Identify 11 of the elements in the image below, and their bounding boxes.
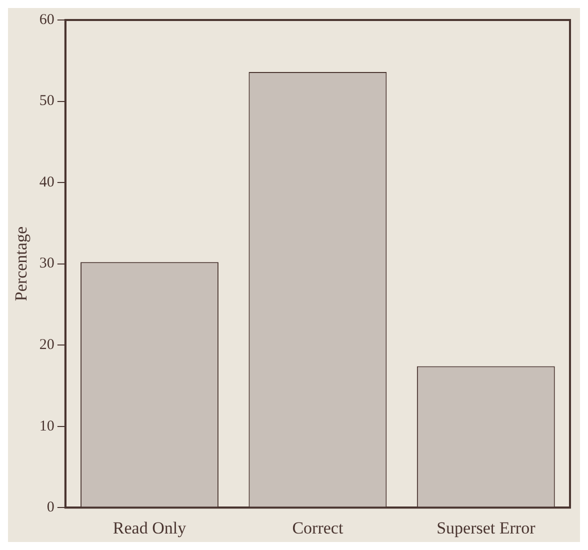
x-tick-label: Superset Error (436, 518, 536, 538)
y-axis-title: Percentage (12, 226, 31, 302)
y-tick-label: 10 (39, 418, 54, 434)
y-tick-label: 0 (46, 500, 54, 516)
y-tick-label: 60 (39, 12, 54, 28)
y-tick-label: 50 (39, 93, 54, 110)
x-tick-label: Correct (292, 518, 344, 538)
y-tick-label: 20 (39, 337, 54, 354)
y-tick-label: 40 (39, 174, 54, 190)
y-tick-label: 30 (39, 256, 54, 272)
x-tick-label: Read Only (112, 518, 187, 538)
